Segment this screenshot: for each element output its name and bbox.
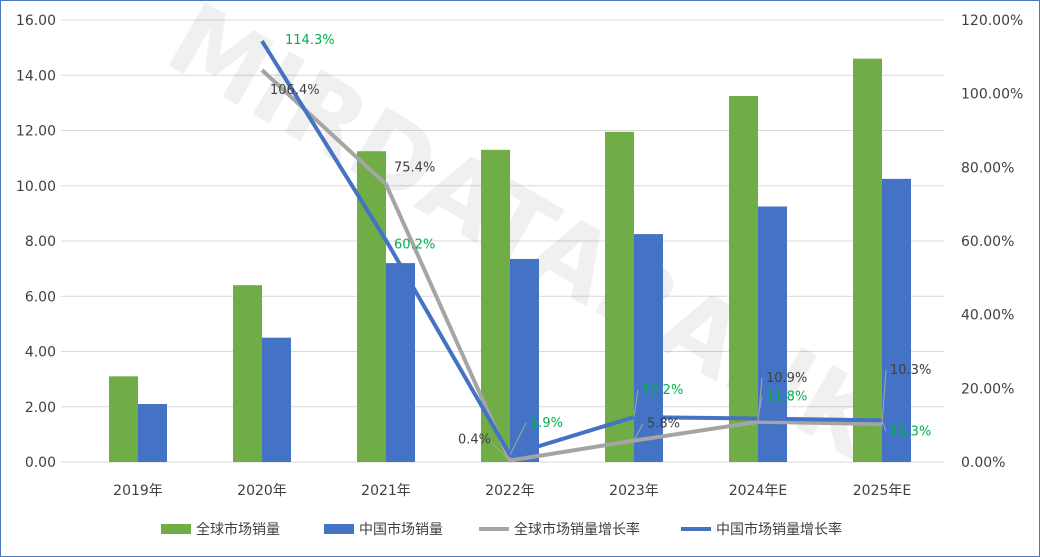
left-axis-tick: 6.00 — [25, 289, 56, 305]
right-axis-tick: 120.00% — [961, 13, 1023, 29]
left-axis-tick: 14.00 — [16, 68, 56, 84]
data-label: 12.2% — [642, 383, 683, 398]
data-label: 60.2% — [394, 237, 435, 252]
x-axis-tick: 2019年 — [113, 483, 163, 499]
bar-china — [882, 178, 911, 462]
bar-global — [233, 285, 262, 462]
data-label: 0.4% — [458, 433, 491, 448]
x-axis-tick: 2022年 — [485, 483, 535, 499]
bar-global — [109, 376, 138, 462]
legend-swatch — [161, 524, 191, 534]
left-axis-tick: 16.00 — [16, 13, 56, 29]
leader-line — [881, 370, 887, 425]
data-label: 5.8% — [647, 417, 680, 432]
data-label: 114.3% — [285, 33, 335, 48]
bar-global — [729, 95, 758, 462]
bar-china — [634, 234, 663, 462]
x-axis-tick: 2021年 — [361, 483, 411, 499]
left-axis-tick: 0.00 — [25, 455, 56, 471]
data-label: 10.3% — [890, 363, 931, 378]
right-axis-tick: 0.00% — [961, 455, 1005, 471]
legend-label: 全球市场销量增长率 — [514, 521, 640, 538]
x-axis-tick: 2020年 — [237, 483, 287, 499]
bar-china — [510, 258, 539, 462]
left-axis-tick: 2.00 — [25, 400, 56, 416]
right-axis-tick: 60.00% — [961, 234, 1014, 250]
x-axis-tick: 2024年E — [729, 483, 787, 499]
x-axis-tick: 2025年E — [853, 483, 911, 499]
china-growth-line — [260, 39, 883, 458]
leader-line — [509, 422, 527, 456]
legend-label: 中国市场销量增长率 — [716, 521, 842, 538]
legend-label: 全球市场销量 — [196, 521, 280, 538]
leader-line — [633, 423, 644, 441]
bar-china — [138, 403, 167, 462]
right-axis-tick: 80.00% — [961, 160, 1014, 176]
legend-swatch — [324, 524, 354, 534]
x-axis-tick: 2023年 — [609, 483, 659, 499]
left-axis-tick: 4.00 — [25, 345, 56, 361]
leader-line — [487, 439, 511, 461]
data-label: 75.4% — [394, 160, 435, 175]
left-axis-tick: 10.00 — [16, 179, 56, 195]
right-axis-tick: 20.00% — [961, 381, 1014, 397]
bar-global — [605, 131, 634, 462]
data-label: 11.8% — [766, 390, 807, 405]
data-label: 1.9% — [530, 416, 563, 431]
leader-line — [757, 396, 763, 419]
data-label: 106.4% — [270, 83, 320, 98]
right-axis-tick: 40.00% — [961, 308, 1014, 324]
data-label: 11.3% — [890, 424, 931, 439]
bar-china — [262, 337, 291, 462]
bar-china — [386, 263, 415, 462]
leader-line — [633, 389, 639, 418]
legend-label: 中国市场销量 — [359, 521, 443, 538]
data-label: 10.9% — [766, 371, 807, 386]
global-growth-line — [260, 68, 883, 463]
left-axis-tick: 8.00 — [25, 234, 56, 250]
right-axis-tick: 100.00% — [961, 87, 1023, 103]
left-axis-tick: 12.00 — [16, 124, 56, 140]
bar-global — [853, 58, 882, 463]
leader-line — [881, 420, 887, 432]
